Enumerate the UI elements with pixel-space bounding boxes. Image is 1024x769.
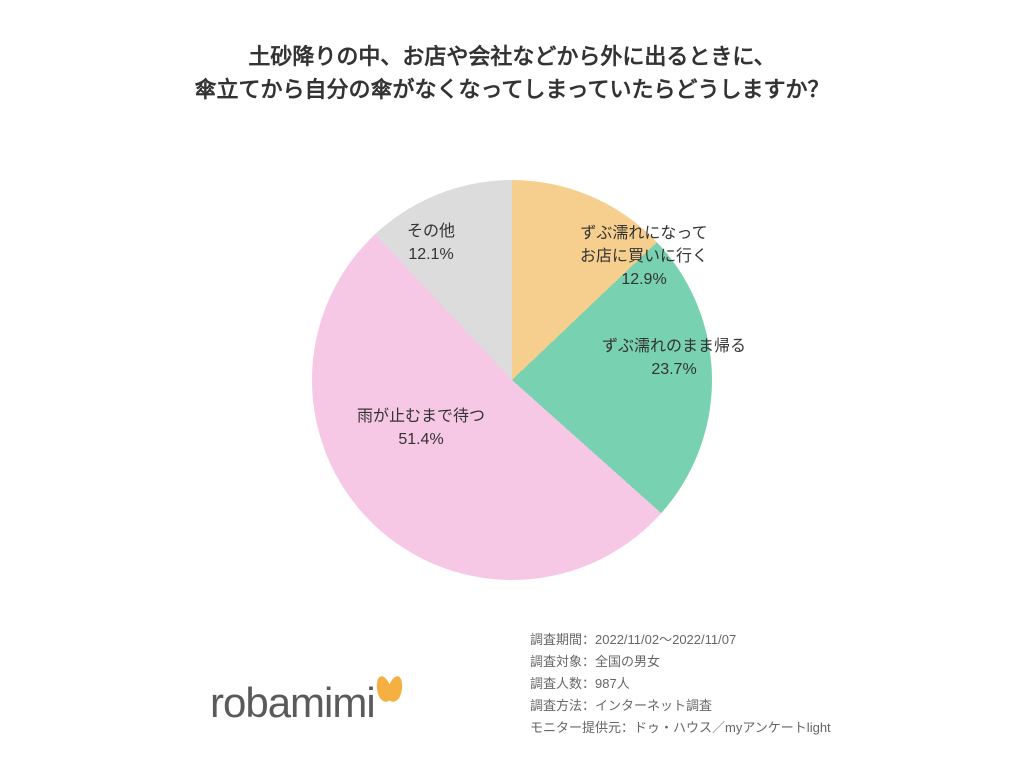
title-line-2: 傘立てから自分の傘がなくなってしまっていたらどうしますか？ — [0, 73, 1024, 106]
slice-label: ずぶ濡れのまま帰る23.7% — [602, 335, 746, 381]
meta-row: 調査人数：987人 — [530, 673, 831, 695]
logo-text: robamimi — [210, 679, 375, 727]
meta-row: 調査方法：インターネット調査 — [530, 695, 831, 717]
pie-chart: ずぶ濡れになってお店に買いに行く12.9%ずぶ濡れのまま帰る23.7%雨が止むま… — [312, 180, 712, 580]
brand-logo: robamimi — [210, 676, 402, 729]
logo-ears-icon — [377, 676, 402, 707]
slice-label: ずぶ濡れになってお店に買いに行く12.9% — [580, 222, 708, 292]
meta-row: モニター提供元：ドゥ・ハウス／myアンケートlight — [530, 717, 831, 739]
chart-title: 土砂降りの中、お店や会社などから外に出るときに、 傘立てから自分の傘がなくなって… — [0, 0, 1024, 106]
title-line-1: 土砂降りの中、お店や会社などから外に出るときに、 — [0, 40, 1024, 73]
meta-row: 調査対象：全国の男女 — [530, 651, 831, 673]
slice-label: その他12.1% — [407, 220, 455, 266]
slice-label: 雨が止むまで待つ51.4% — [357, 405, 485, 451]
survey-meta: 調査期間：2022/11/02～2022/11/07調査対象：全国の男女調査人数… — [530, 629, 831, 739]
meta-row: 調査期間：2022/11/02～2022/11/07 — [530, 629, 831, 651]
